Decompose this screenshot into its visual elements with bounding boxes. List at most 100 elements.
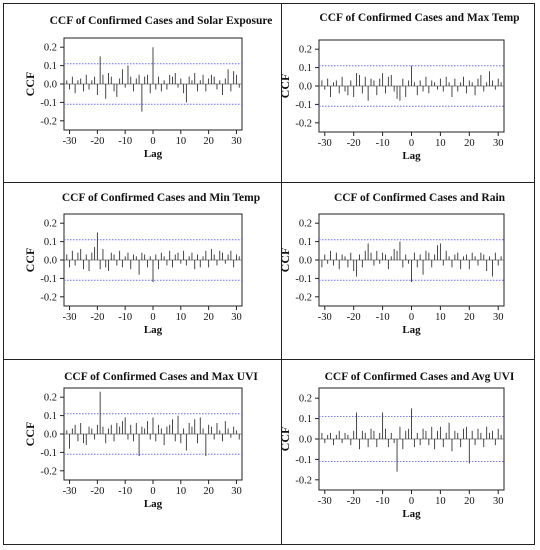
chart-title: CCF of Confirmed Cases and Rain [334,192,506,204]
y-tick-label: 0.0 [44,80,57,91]
x-tick-label: 20 [464,312,475,323]
y-axis-label: CCF [23,422,37,447]
y-tick-label: -0.2 [295,292,312,303]
x-tick-label: 0 [150,486,155,497]
x-axis-label: Lag [402,150,421,162]
x-axis-label: Lag [402,324,421,336]
x-tick-label: 30 [493,138,504,149]
y-tick-label: 0.1 [44,237,57,248]
panel-avg-uvi: CCF of Confirmed Cases and Avg UVI -0.2 -0… [278,360,534,544]
y-tick-label: 0.2 [299,219,312,230]
x-tick-label: 30 [493,312,504,323]
x-tick-label: 20 [203,136,214,147]
y-tick-label: -0.1 [295,274,312,285]
x-tick-label: 10 [435,312,446,323]
x-tick-label: 0 [150,312,155,323]
grid-divider-horizontal-2 [4,359,534,360]
x-tick-label: 10 [176,312,187,323]
x-tick-label: 0 [409,312,414,323]
x-tick-label: -20 [347,312,361,323]
x-tick-label: -10 [118,312,132,323]
y-tick-label: 0.0 [299,435,312,446]
y-tick-label: 0.1 [299,63,312,74]
x-tick-label: -20 [347,496,361,507]
x-tick-label: 30 [493,496,504,507]
x-tick-label: -10 [376,138,390,149]
x-axis-label: Lag [402,508,421,520]
x-tick-label: -30 [63,486,77,497]
x-tick-label: 30 [231,312,242,323]
y-tick-label: 0.0 [44,430,57,441]
x-tick-label: -20 [90,136,104,147]
x-tick-label: 10 [176,486,187,497]
y-tick-label: 0.1 [299,237,312,248]
panel-max-uvi: CCF of Confirmed Cases and Max UVI -0.2 -0… [4,360,281,544]
y-tick-label: 0.1 [44,61,57,72]
x-tick-label: -30 [318,138,332,149]
x-tick-label: -10 [376,496,390,507]
y-tick-label: 0.2 [299,394,312,405]
y-axis-label: CCF [23,248,37,273]
x-tick-label: -10 [118,136,132,147]
x-tick-label: 0 [409,138,414,149]
y-tick-label: 0.0 [44,256,57,267]
y-tick-label: -0.1 [295,455,312,466]
x-axis-label: Lag [144,148,163,160]
ccf-chart-rain: CCF of Confirmed Cases and Rain -0.2 -0.1 0… [278,192,506,336]
y-tick-label: 0.0 [299,82,312,93]
y-tick-label: 0.2 [299,45,312,56]
x-tick-label: 30 [231,486,242,497]
chart-title: CCF of Confirmed Cases and Max Temp [319,12,519,24]
y-tick-label: 0.2 [44,393,57,404]
y-tick-label: -0.1 [40,448,57,459]
y-tick-label: -0.2 [295,118,312,129]
y-tick-label: 0.1 [44,411,57,422]
grid-divider-vertical [281,4,282,544]
x-tick-label: 20 [464,138,475,149]
panel-rain: CCF of Confirmed Cases and Rain -0.2 -0.1 0… [278,183,534,359]
x-tick-label: 20 [464,496,475,507]
ccf-chart-max-uvi: CCF of Confirmed Cases and Max UVI -0.2 -0… [23,371,258,510]
x-tick-label: 10 [435,496,446,507]
x-tick-label: 20 [203,312,214,323]
y-axis-label: CCF [282,74,292,99]
y-tick-label: -0.2 [40,292,57,303]
y-tick-label: 0.0 [299,256,312,267]
y-axis-label: CCF [23,72,37,97]
x-tick-label: 10 [435,138,446,149]
grid-divider-horizontal-1 [4,182,534,183]
ccf-chart-avg-uvi: CCF of Confirmed Cases and Avg UVI -0.2 -0… [278,371,515,520]
panel-max-temp: CCF of Confirmed Cases and Max Temp -0.2-… [278,4,534,182]
x-tick-label: 30 [231,136,242,147]
chart-title: CCF of Confirmed Cases and Avg UVI [325,371,515,383]
x-tick-label: 0 [150,136,155,147]
x-axis-label: Lag [144,324,163,336]
y-tick-label: -0.1 [40,274,57,285]
x-tick-label: -20 [90,312,104,323]
y-tick-label: 0.1 [299,414,312,425]
x-tick-label: 0 [409,496,414,507]
x-tick-label: -30 [318,312,332,323]
x-tick-label: 10 [176,136,187,147]
ccf-chart-max-temp: CCF of Confirmed Cases and Max Temp-0.2-… [278,12,520,162]
x-tick-label: -30 [318,496,332,507]
y-tick-label: -0.2 [40,116,57,127]
y-tick-label: -0.2 [295,475,312,486]
x-tick-label: -30 [63,312,77,323]
x-tick-label: 20 [203,486,214,497]
x-axis-label: Lag [144,498,163,510]
y-tick-label: -0.1 [295,100,312,111]
x-tick-label: -20 [90,486,104,497]
x-tick-label: -10 [118,486,132,497]
x-tick-label: -20 [347,138,361,149]
chart-title: CCF of Confirmed Cases and Solar Exposur… [50,15,273,27]
x-tick-label: -10 [376,312,390,323]
y-tick-label: 0.2 [44,219,57,230]
y-axis-label: CCF [282,427,292,452]
y-tick-label: 0.2 [44,43,57,54]
chart-title: CCF of Confirmed Cases and Min Temp [62,192,260,204]
y-tick-label: -0.2 [40,466,57,477]
x-tick-label: -30 [63,136,77,147]
ccf-chart-min-temp: CCF of Confirmed Cases and Min Temp-0.2-… [23,192,260,336]
y-tick-label: -0.1 [40,98,57,109]
